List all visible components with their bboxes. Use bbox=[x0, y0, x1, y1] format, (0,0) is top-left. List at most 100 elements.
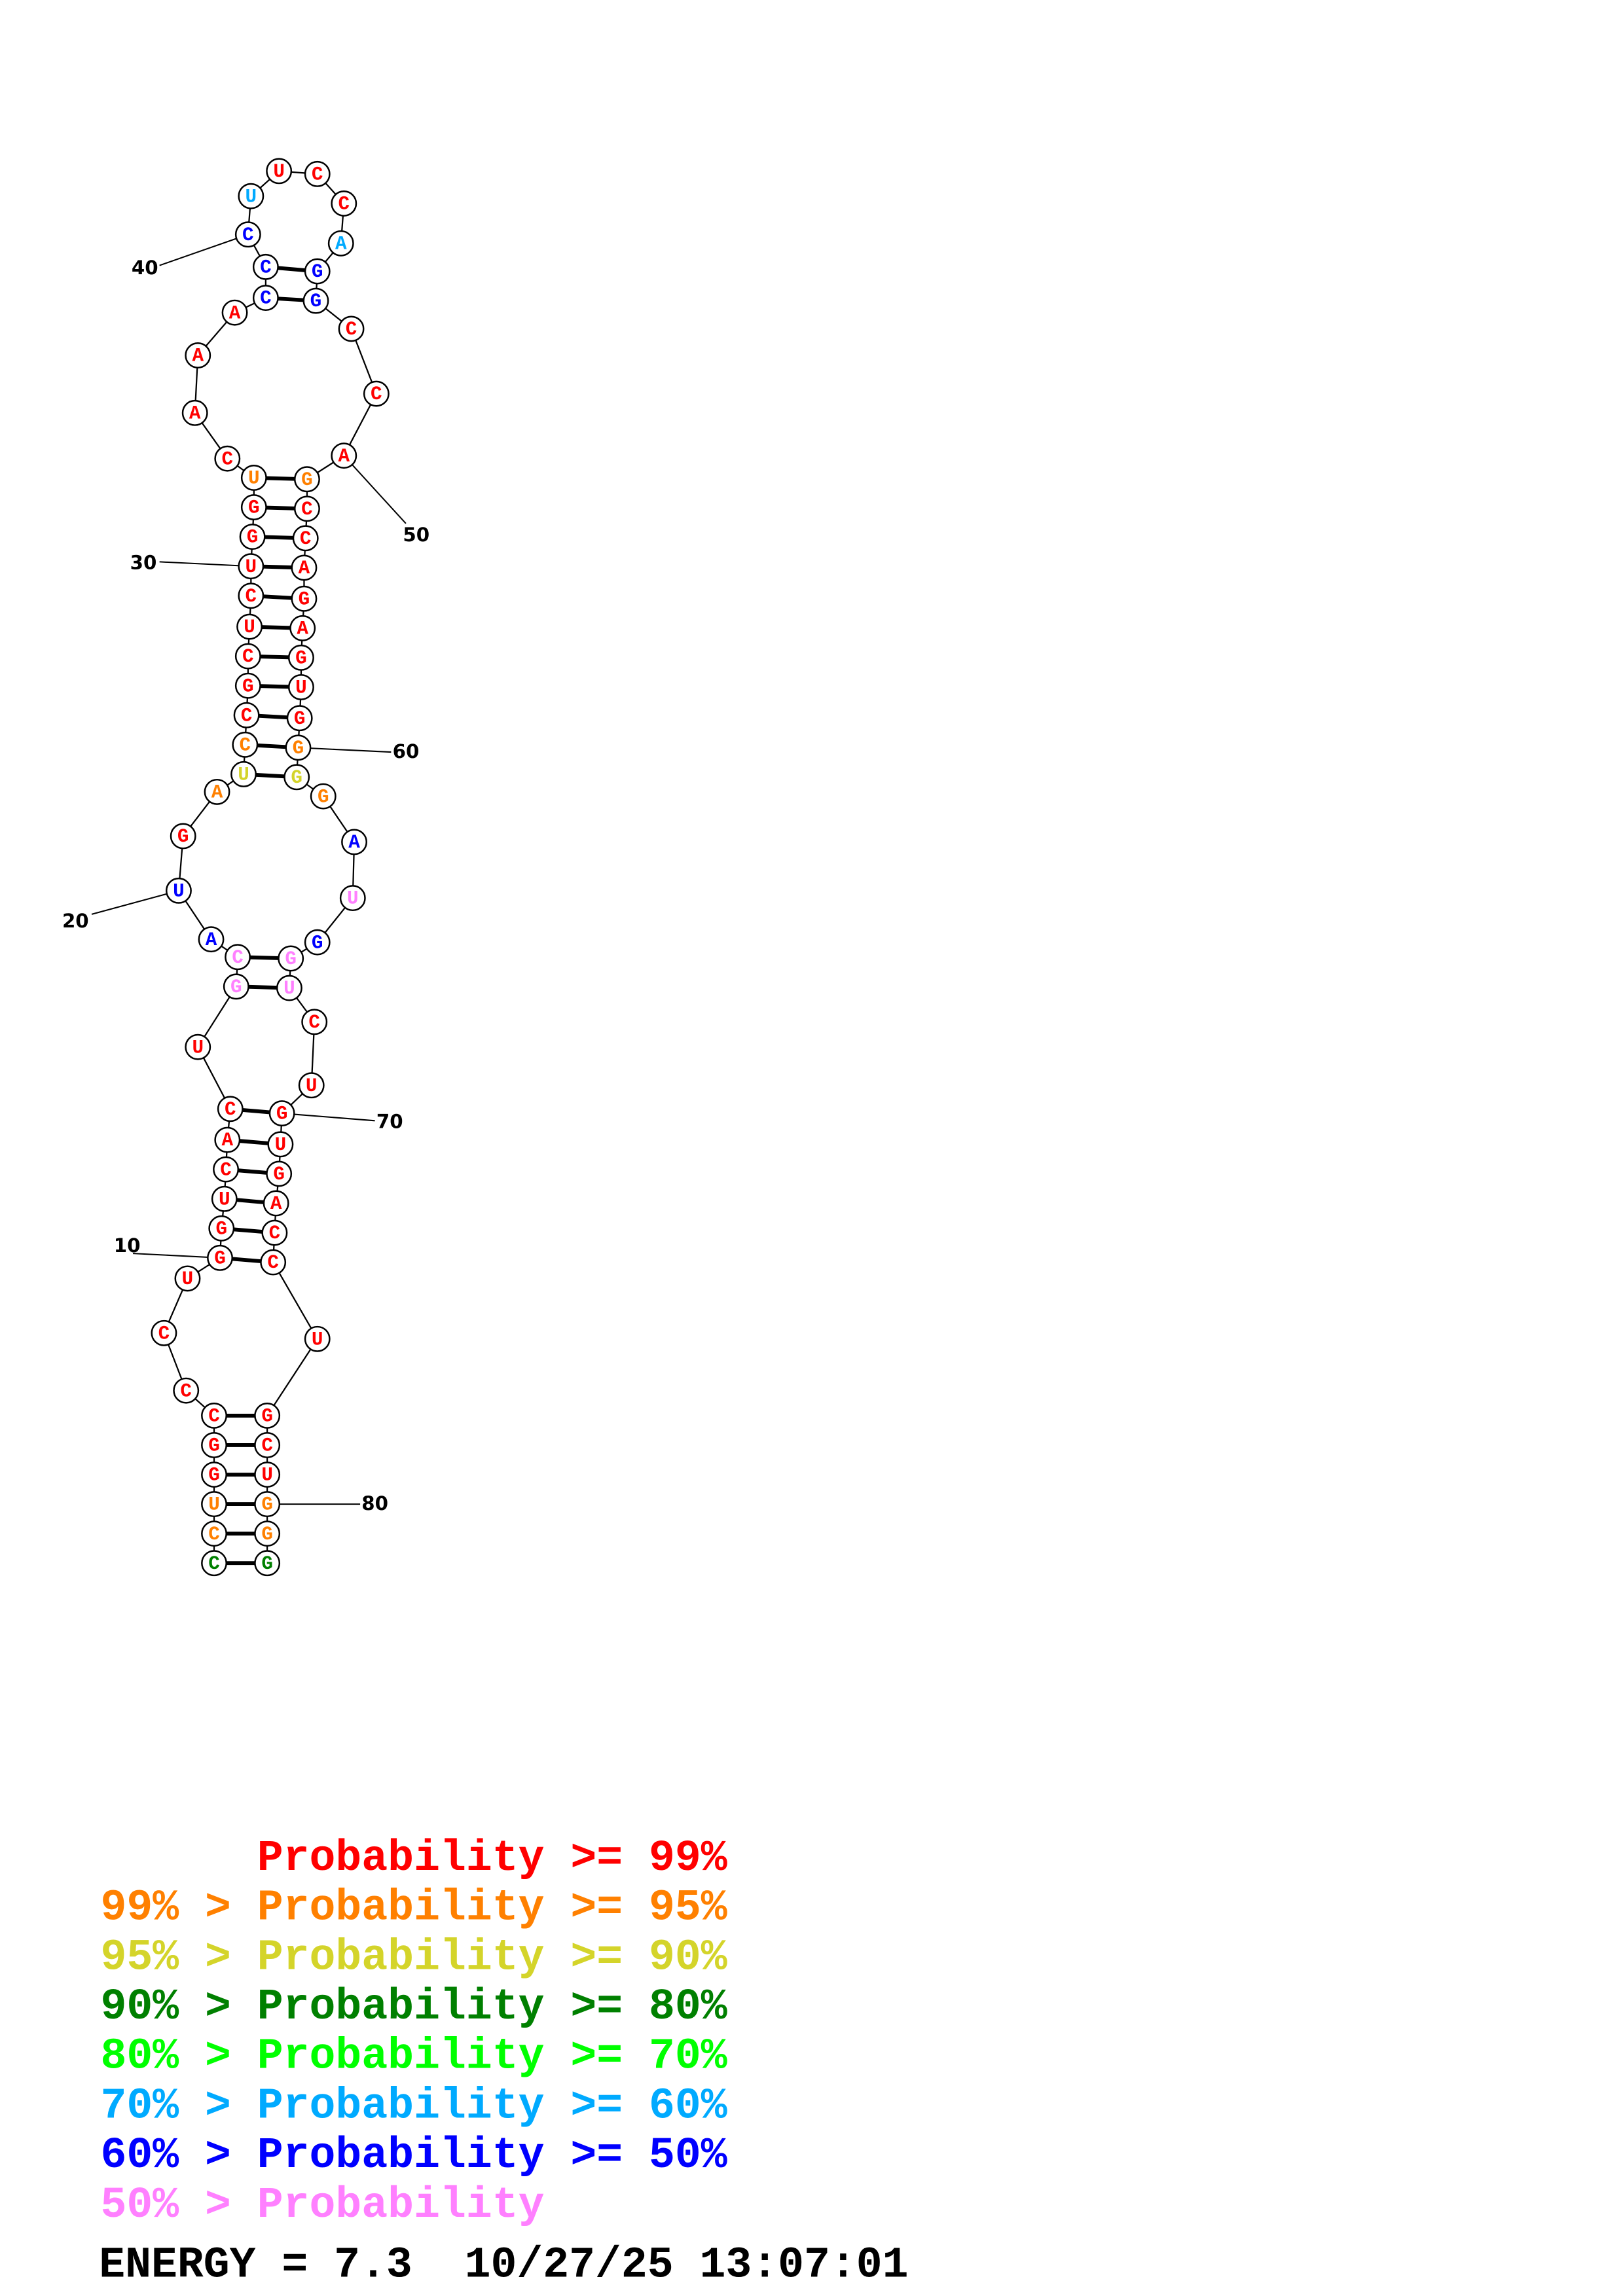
nucleotide-circle bbox=[298, 1072, 325, 1099]
nucleotide-letter: C bbox=[312, 164, 323, 185]
nucleotide-circle bbox=[198, 926, 225, 953]
nucleotide-68: C bbox=[301, 1009, 328, 1035]
nucleotide-letter: U bbox=[182, 1268, 194, 1290]
nucleotide-circle bbox=[341, 829, 367, 855]
nucleotide-79: U bbox=[254, 1462, 281, 1488]
nucleotide-circle bbox=[294, 466, 320, 493]
nucleotide-64: U bbox=[339, 885, 366, 912]
nucleotide-letter: C bbox=[240, 734, 251, 756]
nucleotide-circle bbox=[310, 783, 337, 810]
nucleotide-14: A bbox=[214, 1126, 241, 1153]
nucleotide-circle bbox=[234, 643, 261, 670]
nucleotide-circle bbox=[301, 1009, 328, 1035]
nucleotide-letter: G bbox=[312, 261, 323, 283]
nucleotide-67: U bbox=[276, 975, 302, 1001]
nucleotide-75: C bbox=[260, 1249, 287, 1276]
nucleotide-letter: C bbox=[225, 1099, 236, 1121]
nucleotide-circle bbox=[304, 1325, 331, 1352]
nucleotide-letter: A bbox=[211, 782, 223, 804]
nucleotide-letter: A bbox=[348, 832, 360, 853]
nucleotide-circle bbox=[173, 1377, 200, 1404]
nucleotide-circle bbox=[254, 1462, 281, 1488]
nucleotide-10: G bbox=[207, 1244, 233, 1271]
position-tick-line bbox=[298, 747, 392, 753]
nucleotide-circle bbox=[267, 1131, 294, 1158]
nucleotide-42: U bbox=[266, 158, 293, 185]
nucleotide-19: A bbox=[198, 926, 225, 953]
nucleotide-53: C bbox=[292, 525, 319, 552]
nucleotide-circle bbox=[261, 1219, 288, 1246]
nucleotide-letter: A bbox=[335, 233, 347, 255]
nucleotide-circle bbox=[302, 287, 329, 314]
nucleotide-circle bbox=[211, 1185, 238, 1212]
nucleotide-letter: A bbox=[338, 446, 350, 467]
nucleotide-8: C bbox=[151, 1319, 177, 1346]
position-label: 60 bbox=[393, 740, 420, 762]
nucleotide-circle bbox=[268, 1100, 295, 1126]
position-label-ticks bbox=[91, 234, 407, 1505]
nucleotide-49: C bbox=[363, 380, 390, 407]
nucleotide-letter: U bbox=[208, 1494, 220, 1516]
nucleotide-letter: G bbox=[312, 932, 323, 954]
nucleotide-letter: G bbox=[299, 588, 310, 610]
nucleotide-letter: U bbox=[347, 888, 359, 910]
nucleotide-18: C bbox=[225, 944, 251, 971]
nucleotide-23: U bbox=[230, 761, 257, 787]
legend-line: 90% > Probability >= 80% bbox=[101, 1982, 727, 2032]
nucleotide-2: C bbox=[201, 1520, 227, 1547]
nucleotide-54: A bbox=[291, 554, 318, 581]
nucleotide-7: C bbox=[173, 1377, 200, 1404]
nucleotide-letter: C bbox=[208, 1406, 220, 1427]
nucleotide-56: A bbox=[289, 615, 316, 641]
nucleotide-40: C bbox=[234, 221, 261, 248]
nucleotide-17: G bbox=[223, 973, 249, 1000]
nucleotide-circle bbox=[201, 1402, 227, 1429]
nucleotide-4: G bbox=[201, 1462, 227, 1488]
nucleotide-12: U bbox=[211, 1185, 238, 1212]
nucleotide-circle bbox=[291, 554, 318, 581]
nucleotide-circle bbox=[166, 877, 192, 904]
position-tick-line bbox=[159, 234, 249, 266]
nucleotide-15: C bbox=[217, 1096, 244, 1122]
nucleotide-39: C bbox=[252, 253, 279, 280]
nucleotide-letter: G bbox=[214, 1247, 226, 1269]
nucleotide-6: C bbox=[201, 1402, 227, 1429]
nucleotide-circle bbox=[221, 299, 248, 326]
nucleotide-circle bbox=[174, 1265, 201, 1292]
nucleotide-circle bbox=[232, 731, 259, 758]
nucleotide-55: G bbox=[291, 585, 318, 612]
position-tick-line bbox=[91, 889, 179, 915]
nucleotide-circle bbox=[201, 1432, 227, 1458]
nucleotide-circle bbox=[294, 495, 320, 522]
nucleotide-20: U bbox=[166, 877, 192, 904]
nucleotide-letter: C bbox=[260, 288, 272, 310]
nucleotide-circle bbox=[223, 973, 249, 1000]
nucleotide-28: U bbox=[236, 613, 263, 640]
backbone-lines bbox=[163, 170, 377, 1564]
nucleotide-circle bbox=[201, 1550, 227, 1577]
nucleotide-16: U bbox=[185, 1033, 211, 1060]
probability-legend: Probability >= 99%99% > Probability >= 9… bbox=[101, 1834, 727, 2230]
nucleotide-38: C bbox=[252, 285, 279, 312]
nucleotide-70: G bbox=[268, 1100, 295, 1126]
position-label: 20 bbox=[62, 910, 89, 932]
nucleotide-letter: U bbox=[283, 978, 295, 999]
nucleotide-circle bbox=[288, 644, 314, 671]
nucleotide-letter: A bbox=[299, 558, 310, 579]
nucleotide-circle bbox=[238, 553, 264, 580]
nucleotide-letter: U bbox=[173, 880, 185, 902]
nucleotide-letter: U bbox=[312, 1329, 323, 1350]
nucleotide-letter: C bbox=[267, 1252, 279, 1274]
nucleotide-circle bbox=[278, 945, 304, 972]
nucleotide-letter: C bbox=[242, 646, 254, 668]
nucleotide-78: C bbox=[254, 1432, 281, 1458]
nucleotide-81: G bbox=[254, 1520, 281, 1547]
nucleotide-30: U bbox=[238, 553, 264, 580]
nucleotide-circle bbox=[181, 399, 208, 426]
nucleotide-letter: G bbox=[261, 1406, 273, 1427]
energy-timestamp: ENERGY = 7.3 10/27/25 13:07:01 bbox=[99, 2241, 908, 2290]
nucleotide-letter: C bbox=[180, 1380, 192, 1402]
nucleotide-letter: U bbox=[192, 1037, 204, 1058]
position-label: 70 bbox=[376, 1111, 403, 1133]
